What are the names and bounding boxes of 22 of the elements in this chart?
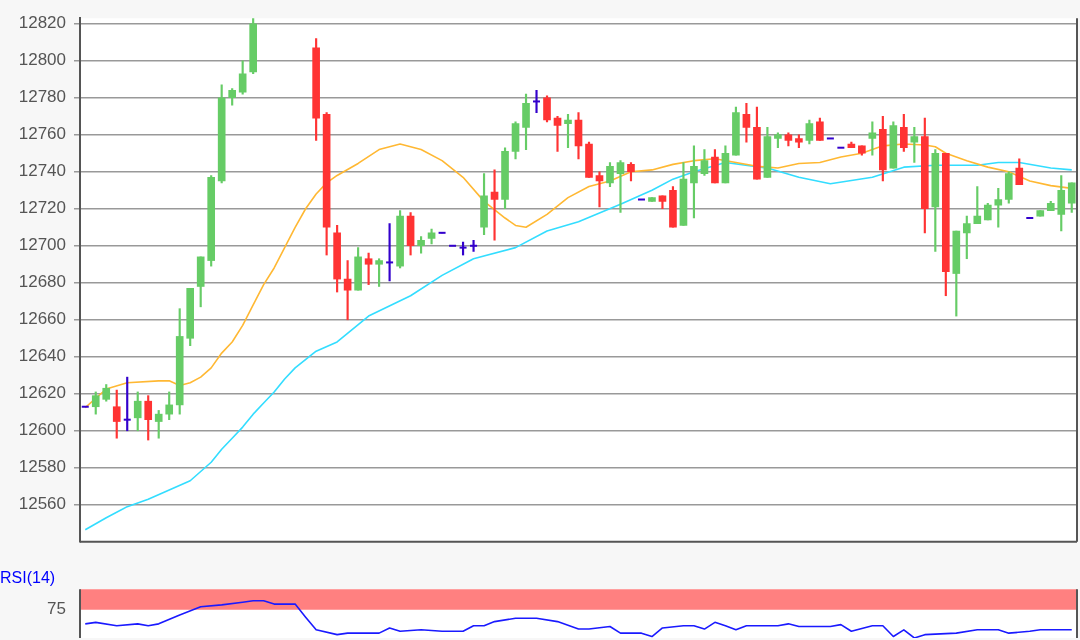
y-tick-label: 12600 — [18, 420, 66, 440]
candlestick — [490, 169, 499, 241]
y-tick-label: 12620 — [18, 383, 66, 403]
candlestick — [553, 115, 562, 152]
text: 75 — [47, 599, 66, 619]
y-tick-label: 12700 — [18, 235, 66, 255]
candlestick — [616, 160, 625, 213]
y-tick-label: 12740 — [18, 161, 66, 181]
y-tick-label: 12720 — [18, 198, 66, 218]
chart-title: RSI(14) — [0, 569, 56, 587]
y-tick-label: 12820 — [18, 13, 66, 33]
y-tick-label: 12800 — [18, 50, 66, 70]
y-tick-label: 12640 — [18, 346, 66, 366]
y-tick-label: 12780 — [18, 87, 66, 107]
y-tick-label: 12580 — [18, 457, 66, 477]
candlestick — [469, 239, 479, 252]
candlestick — [532, 90, 542, 113]
y-tick-label: 12560 — [18, 494, 66, 514]
y-tick-label: 12680 — [18, 272, 66, 292]
candlestick — [385, 223, 395, 282]
y-tick-label: 12660 — [18, 309, 66, 329]
y-tick-label: 12760 — [18, 124, 66, 144]
